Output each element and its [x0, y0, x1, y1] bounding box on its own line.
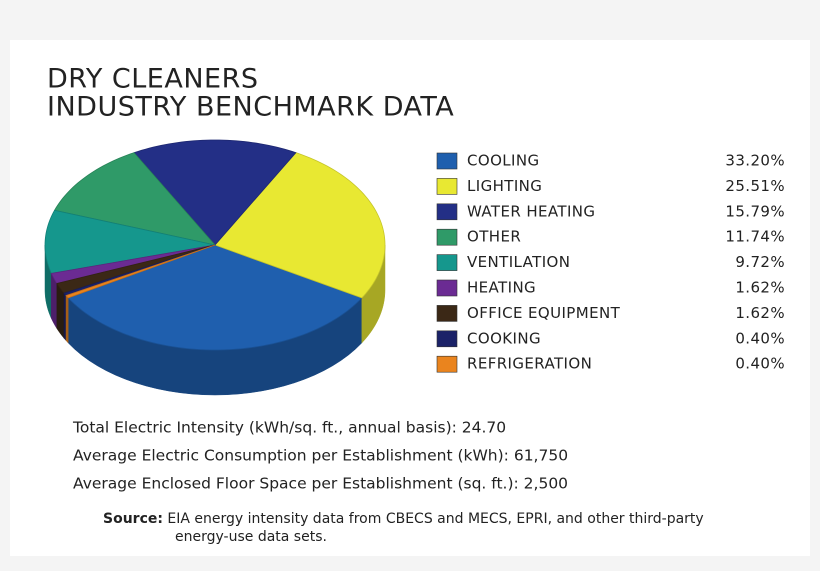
- source-text: EIA energy intensity data from CBECS and…: [167, 511, 703, 527]
- legend-label: COOLING: [467, 152, 540, 170]
- legend-label: LIGHTING: [467, 177, 542, 195]
- legend-label: VENTILATION: [467, 253, 570, 271]
- legend-label: REFRIGERATION: [467, 355, 592, 373]
- legend-label: COOKING: [467, 329, 541, 347]
- legend-swatch: [436, 330, 458, 348]
- value-label: 15.79%: [725, 202, 785, 220]
- legend: COOLING 33.20% LIGHTING 25.51% WATER HEATING…: [436, 152, 785, 373]
- legend-swatch: [436, 203, 458, 221]
- notes: Total Electric Intensity (kWh/sq. ft., a…: [72, 419, 568, 493]
- slice: [65, 244, 216, 299]
- pie-tops: [44, 139, 386, 351]
- chart-title: DRY CLEANERS: [47, 64, 258, 95]
- value-label: 0.40%: [735, 329, 785, 347]
- value-label: 1.62%: [735, 279, 785, 297]
- legend-swatch: [436, 178, 458, 195]
- legend-swatch: [436, 228, 458, 246]
- value-label: 11.74%: [725, 228, 785, 246]
- value-label: 25.51%: [725, 177, 785, 195]
- slice: [44, 209, 216, 274]
- legend-label: OTHER: [467, 228, 521, 246]
- value-label: 1.62%: [735, 304, 785, 322]
- slice-side: [63, 292, 67, 342]
- value-label: 0.40%: [735, 355, 785, 373]
- legend-swatch: [436, 254, 458, 271]
- note: Average Electric Consumption per Establi…: [73, 447, 568, 465]
- legend-label: OFFICE EQUIPMENT: [467, 304, 621, 322]
- slice: [53, 152, 217, 246]
- note: Total Electric Intensity (kWh/sq. ft., a…: [72, 419, 506, 437]
- legend-swatch: [436, 279, 458, 297]
- source-label: Source:: [103, 511, 163, 527]
- legend-swatch: [436, 152, 458, 170]
- chart-title: INDUSTRY BENCHMARK DATA: [47, 92, 454, 123]
- slice: [67, 244, 363, 351]
- source: Source: EIA energy intensity data from C…: [103, 511, 704, 527]
- note: Average Enclosed Floor Space per Establi…: [73, 475, 568, 493]
- slice: [214, 152, 386, 299]
- value-label: 9.72%: [735, 253, 785, 271]
- source-text: energy-use data sets.: [175, 529, 327, 545]
- slice: [133, 139, 297, 246]
- pie-sides: [44, 244, 386, 396]
- pie: [44, 139, 386, 396]
- legend-label: HEATING: [467, 279, 536, 297]
- slice-side: [65, 294, 69, 344]
- value-label: 33.20%: [725, 152, 785, 170]
- legend-label: WATER HEATING: [467, 202, 595, 220]
- legend-swatch: [436, 355, 458, 373]
- legend-swatch: [436, 305, 458, 322]
